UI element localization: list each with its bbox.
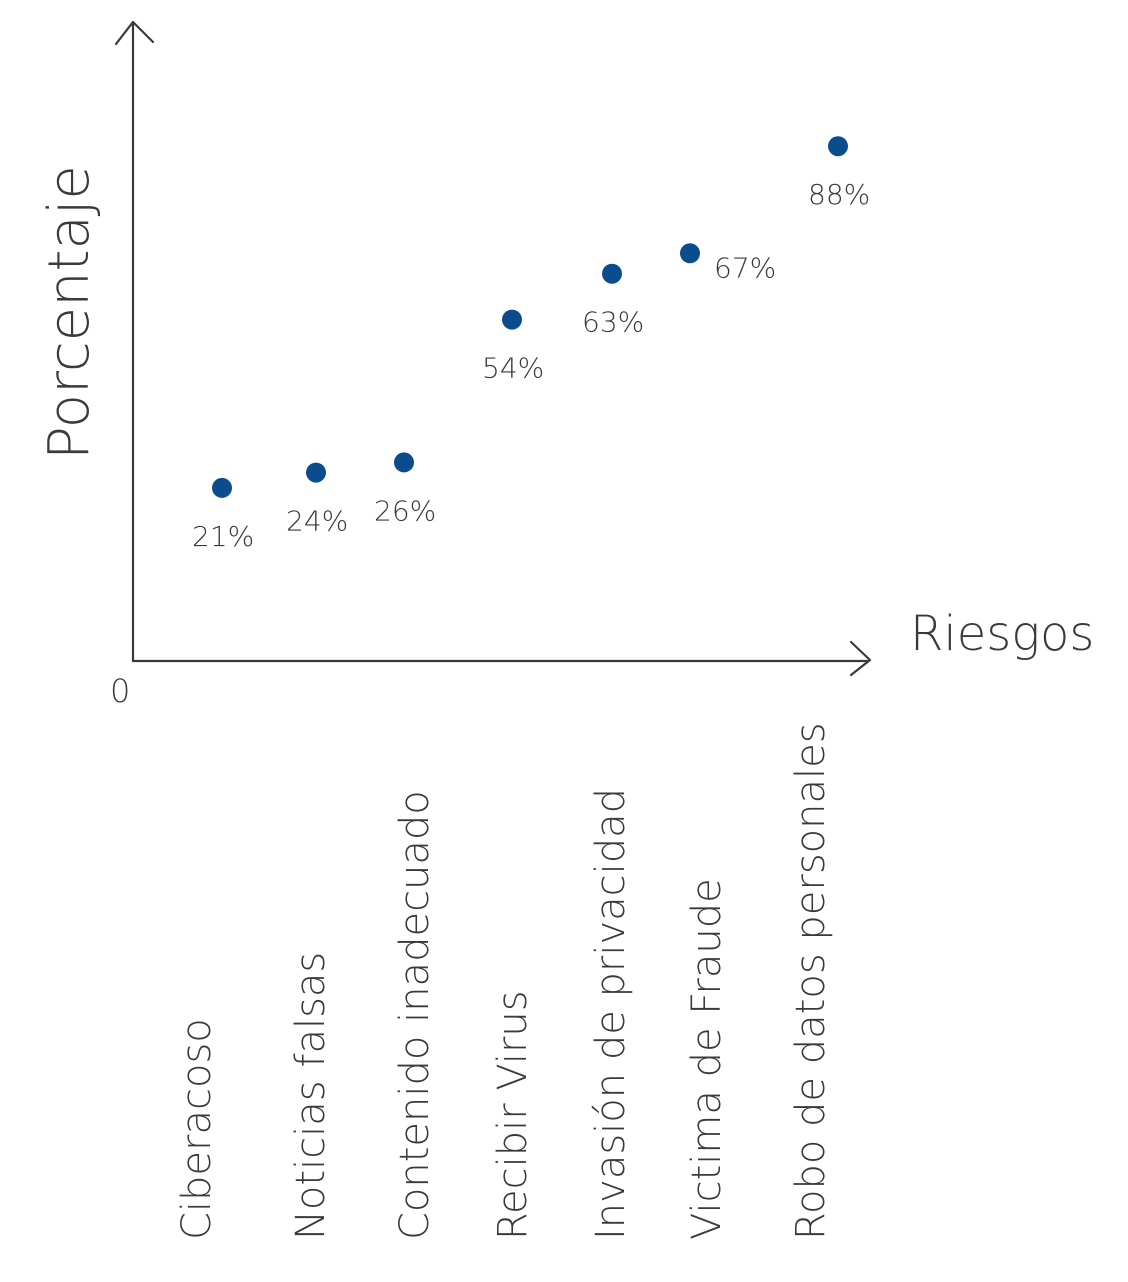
x-tick-labels: Ciberacoso Noticias falsas Contenido inade…: [174, 722, 834, 1240]
data-labels: 21% 24% 26% 54% 63% 67% 88%: [192, 178, 870, 553]
axes: [114, 20, 872, 677]
x-tick-label: Invasión de privacidad: [588, 788, 634, 1240]
data-point: [394, 452, 414, 473]
y-axis-arrowhead: [114, 20, 155, 46]
data-point: [306, 462, 326, 483]
data-label: 26%: [374, 494, 436, 527]
data-label: 63%: [582, 306, 644, 339]
data-label: 24%: [286, 505, 348, 538]
data-point: [602, 263, 622, 284]
x-tick-label: Ciberacoso: [174, 1018, 220, 1240]
data-point: [680, 243, 700, 264]
x-tick-label: Contenido inadecuado: [392, 790, 438, 1240]
x-axis-arrowhead: [849, 640, 872, 677]
data-point: [828, 136, 848, 157]
data-point: [212, 477, 232, 498]
x-tick-label: Victima de Fraude: [684, 878, 730, 1240]
data-label: 21%: [192, 520, 254, 553]
x-tick-label: Recibir Virus: [490, 990, 536, 1240]
x-tick-label: Robo de datos personales: [788, 722, 834, 1240]
data-label: 88%: [808, 178, 870, 211]
x-tick-label: Noticias falsas: [288, 952, 334, 1240]
data-label: 67%: [714, 251, 776, 284]
x-axis-title: Riesgos: [910, 606, 1094, 662]
data-label: 54%: [482, 352, 544, 385]
y-axis-title: Porcentaje: [37, 165, 102, 460]
data-points: [212, 136, 848, 498]
origin-label: 0: [110, 672, 130, 710]
data-point: [502, 309, 522, 330]
